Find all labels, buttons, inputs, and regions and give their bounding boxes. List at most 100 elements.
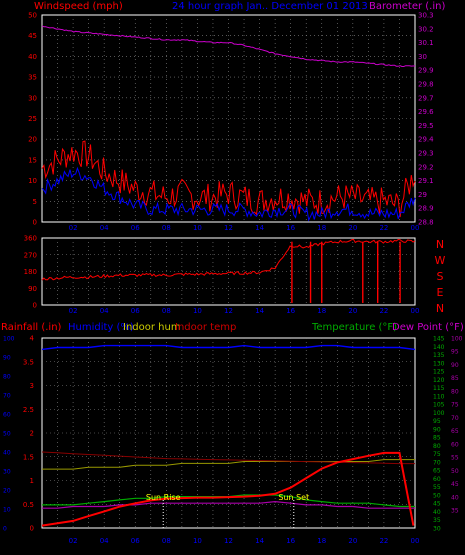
wind-x-tick: 10 <box>193 224 202 232</box>
direction-x-tick: 14 <box>255 307 264 315</box>
wind-x-tick: 08 <box>162 224 171 232</box>
wind-y-tick: 45 <box>28 32 37 40</box>
rain-y-tick: 3.5 <box>23 358 34 366</box>
direction-x-tick: 04 <box>100 307 109 315</box>
wind-x-tick: 16 <box>286 224 295 232</box>
dewpoint-series <box>42 500 415 509</box>
rain-y-tick: 4 <box>30 335 35 343</box>
indoor-hum-label: Indoor hum <box>123 322 181 333</box>
compass-label-n: N <box>436 302 444 315</box>
wind-x-tick: 18 <box>317 224 326 232</box>
wind-y-tick: 40 <box>28 53 37 61</box>
barometer-label: Barometer (.in) <box>369 1 446 12</box>
climate-x-tick: 18 <box>317 537 326 545</box>
barometer-y-tick: 29.9 <box>418 67 434 75</box>
indoor-temp-series <box>41 451 415 465</box>
direction-x-tick: 08 <box>162 307 171 315</box>
humidity-y-tick: 60 <box>3 412 11 419</box>
dewpoint-y-tick: 65 <box>451 428 459 435</box>
climate-x-tick: 08 <box>162 537 171 545</box>
compass-label-s: S <box>437 270 444 283</box>
compass-label-n: N <box>436 238 444 251</box>
barometer-y-tick: 30 <box>418 53 427 61</box>
rain-y-tick: 1.5 <box>23 453 34 461</box>
barometer-y-tick: 30.2 <box>418 25 434 33</box>
dewpoint-y-tick: 40 <box>451 494 459 501</box>
temperature-y-tick: 145 <box>433 336 445 343</box>
climate-x-tick: 02 <box>69 537 78 545</box>
rain-y-tick: 2.5 <box>23 406 34 414</box>
temperature-y-tick: 135 <box>433 352 445 359</box>
barometer-y-tick: 29.1 <box>418 177 434 185</box>
barometer-y-tick: 30.3 <box>418 12 434 20</box>
wind-x-tick: 20 <box>348 224 357 232</box>
humidity-y-tick: 70 <box>3 393 11 400</box>
wind-x-tick: 02 <box>69 224 78 232</box>
wind-x-tick: 22 <box>379 224 388 232</box>
rain-y-tick: 0.5 <box>23 501 34 509</box>
rainfall-series <box>41 451 415 527</box>
wind-y-tick: 25 <box>28 115 37 123</box>
rain-y-tick: 1 <box>30 477 34 485</box>
wind-y-tick: 0 <box>33 219 37 227</box>
wind-x-tick: 14 <box>255 224 264 232</box>
humidity-y-tick: 0 <box>3 526 7 533</box>
wind-x-tick: 06 <box>131 224 140 232</box>
wind-y-tick: 5 <box>33 198 37 206</box>
humidity-label: Humidity (%) <box>68 322 134 333</box>
humidity-y-tick: 90 <box>3 355 11 362</box>
climate-x-tick: 20 <box>348 537 357 545</box>
dewpoint-y-tick: 75 <box>451 402 459 409</box>
temperature-y-tick: 40 <box>433 509 441 516</box>
compass-label-e: E <box>437 286 444 299</box>
direction-x-tick: 10 <box>193 307 202 315</box>
direction-x-tick: 00 <box>411 307 420 315</box>
compass-label-w: W <box>435 254 446 267</box>
temperature-y-tick: 95 <box>433 418 441 425</box>
temperature-y-tick: 100 <box>433 410 445 417</box>
barometer-y-tick: 30.1 <box>418 39 434 47</box>
direction-x-tick: 20 <box>348 307 357 315</box>
windspeed-series <box>41 140 416 218</box>
temperature-y-tick: 60 <box>433 476 441 483</box>
humidity-y-tick: 30 <box>3 469 11 476</box>
wind-low-series <box>41 166 416 222</box>
wind-x-tick: 04 <box>100 224 109 232</box>
temperature-y-tick: 55 <box>433 484 441 491</box>
climate-x-tick: 10 <box>193 537 202 545</box>
sunset-label: Sun Set <box>278 493 309 502</box>
temperature-y-tick: 125 <box>433 369 445 376</box>
temperature-y-tick: 120 <box>433 377 445 384</box>
dewpoint-y-tick: 35 <box>451 508 459 515</box>
direction-x-tick: 18 <box>317 307 326 315</box>
dewpoint-y-tick: 100 <box>451 336 463 343</box>
climate-x-tick: 04 <box>100 537 109 545</box>
rain-y-tick: 0 <box>30 525 34 533</box>
dewpoint-y-tick: 80 <box>451 388 459 395</box>
temperature-y-tick: 35 <box>433 517 441 524</box>
temperature-y-tick: 105 <box>433 402 445 409</box>
dewpoint-y-tick: 50 <box>451 468 459 475</box>
dewpoint-y-tick: 95 <box>451 349 459 356</box>
temperature-y-tick: 80 <box>433 443 441 450</box>
humidity-y-tick: 10 <box>3 507 11 514</box>
humidity-y-tick: 40 <box>3 450 11 457</box>
humidity-y-tick: 80 <box>3 374 11 381</box>
indoor-temp-label: Indoor temp <box>175 322 237 333</box>
direction-x-tick: 02 <box>69 307 78 315</box>
temperature-y-tick: 110 <box>433 393 445 400</box>
temperature-y-tick: 65 <box>433 468 441 475</box>
temperature-y-tick: 45 <box>433 501 441 508</box>
direction-x-tick: 06 <box>131 307 140 315</box>
humidity-y-tick: 50 <box>3 431 11 438</box>
temperature-y-tick: 85 <box>433 435 441 442</box>
temperature-y-tick: 140 <box>433 344 445 351</box>
direction-x-tick: 12 <box>224 307 233 315</box>
wind-y-tick: 15 <box>28 156 37 164</box>
climate-x-tick: 12 <box>224 537 233 545</box>
wind-y-tick: 30 <box>28 94 37 102</box>
direction-series <box>41 238 416 281</box>
direction-y-tick: 90 <box>28 285 37 293</box>
direction-y-tick: 0 <box>33 302 37 310</box>
